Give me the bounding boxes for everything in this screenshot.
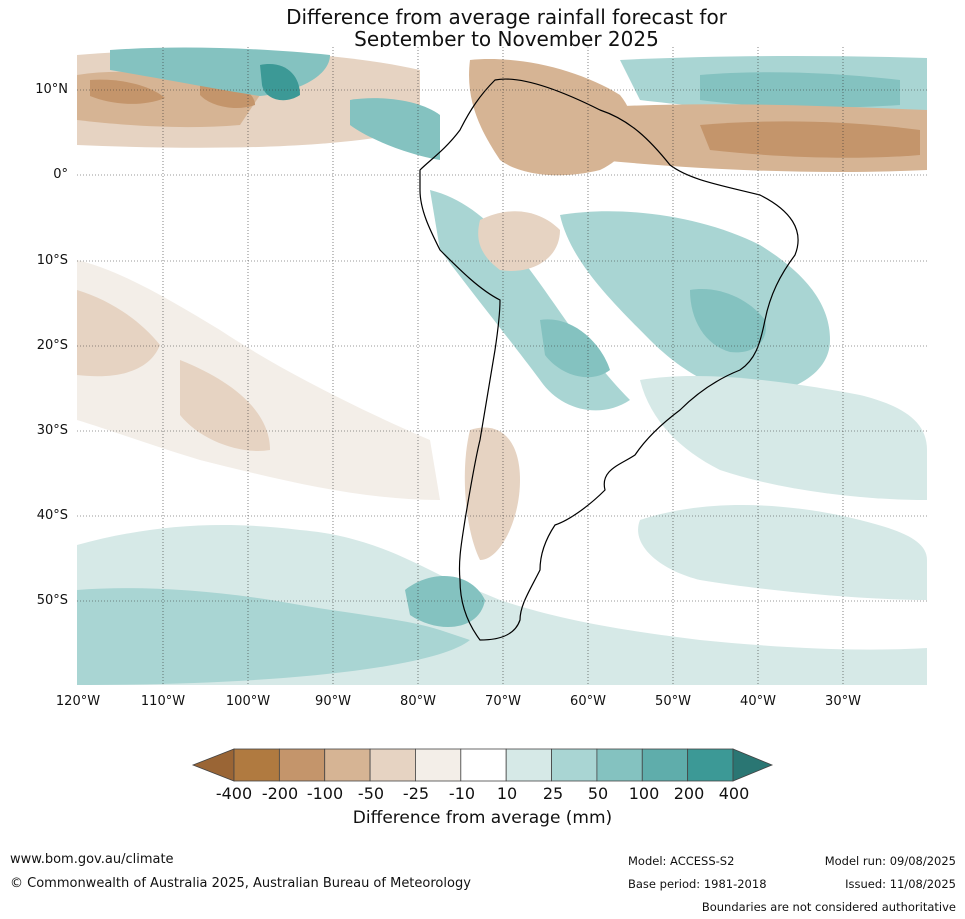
colorbar-tick: 10 — [496, 784, 518, 803]
colorbar-segment — [369, 748, 416, 782]
colorbar-segment — [324, 748, 371, 782]
colorbar-segment — [551, 748, 598, 782]
map-title-line2: September to November 2025 — [354, 27, 659, 51]
lon-label-100w: 100°W — [225, 694, 271, 709]
colorbar-tick: 100 — [628, 784, 660, 803]
lon-label-30w: 30°W — [825, 694, 861, 709]
colorbar-extend-high — [732, 748, 774, 782]
lon-label-40w: 40°W — [740, 694, 776, 709]
colorbar-tick: -400 — [215, 784, 253, 803]
map-title-line1: Difference from average rainfall forecas… — [286, 5, 727, 29]
lon-label-120w: 120°W — [55, 694, 101, 709]
lat-label-0: 0° — [53, 167, 68, 182]
lon-label-110w: 110°W — [140, 694, 186, 709]
lat-label-30s: 30°S — [36, 423, 68, 438]
lon-label-70w: 70°W — [485, 694, 521, 709]
colorbar-segments — [191, 748, 774, 782]
colorbar-tick: 50 — [587, 784, 609, 803]
lon-label-50w: 50°W — [655, 694, 691, 709]
lat-label-10s: 10°S — [36, 253, 68, 268]
lon-label-80w: 80°W — [400, 694, 436, 709]
anomaly-field — [77, 47, 927, 685]
colorbar-segment — [596, 748, 643, 782]
lon-label-90w: 90°W — [315, 694, 351, 709]
colorbar-tick: 200 — [673, 784, 705, 803]
footer-model: Model: ACCESS-S2 — [628, 854, 735, 868]
colorbar-tick: -25 — [402, 784, 430, 803]
colorbar-tick: -200 — [261, 784, 299, 803]
lat-label-10n: 10°N — [35, 82, 68, 97]
colorbar-extend-low — [191, 748, 235, 782]
colorbar-tick: 400 — [718, 784, 750, 803]
footer-disclaimer: Boundaries are not considered authoritat… — [701, 900, 956, 914]
lat-label-20s: 20°S — [36, 338, 68, 353]
colorbar-segment — [687, 748, 734, 782]
footer-base-period: Base period: 1981-2018 — [628, 877, 767, 891]
gridlines — [77, 47, 927, 685]
colorbar-tick: -10 — [448, 784, 476, 803]
colorbar-tick: 25 — [542, 784, 564, 803]
colorbar-segment — [460, 748, 507, 782]
lon-label-60w: 60°W — [570, 694, 606, 709]
rainfall-anomaly-map — [77, 47, 927, 685]
colorbar-segment — [505, 748, 552, 782]
coastline — [419, 78, 799, 641]
colorbar-tick: -100 — [306, 784, 344, 803]
colorbar-segment — [641, 748, 689, 782]
footer-copyright: © Commonwealth of Australia 2025, Austra… — [10, 876, 471, 891]
colorbar-segment — [278, 748, 326, 782]
lat-label-50s: 50°S — [36, 593, 68, 608]
footer-issued: Issued: 11/08/2025 — [845, 877, 956, 891]
colorbar-segment — [233, 748, 280, 782]
colorbar-title: Difference from average (mm) — [352, 808, 613, 828]
lat-label-40s: 40°S — [36, 508, 68, 523]
colorbar-segment — [415, 748, 462, 782]
footer-url[interactable]: www.bom.gov.au/climate — [10, 852, 174, 867]
colorbar-tick: -50 — [357, 784, 385, 803]
footer-model-run: Model run: 09/08/2025 — [824, 854, 956, 868]
